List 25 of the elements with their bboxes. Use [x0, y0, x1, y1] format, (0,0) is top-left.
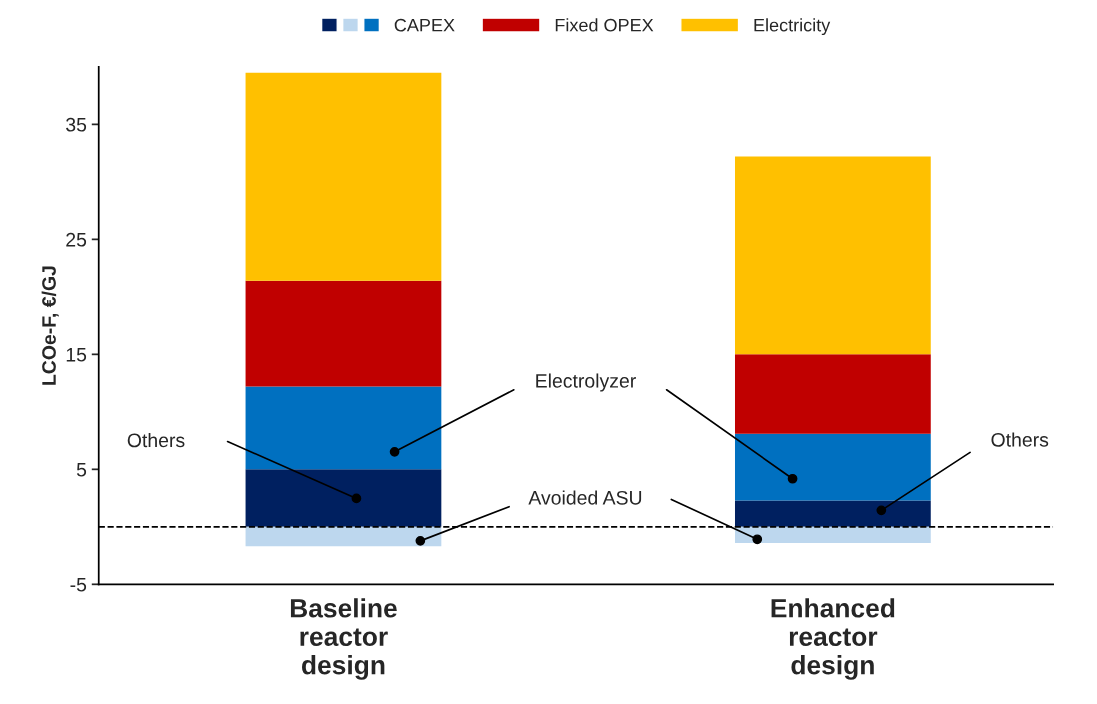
bar — [734, 526, 931, 543]
bar — [245, 280, 442, 387]
bar — [734, 354, 931, 434]
bar — [734, 433, 931, 501]
bar — [734, 156, 931, 355]
y-axis-title: LCOe-F, €/GJ — [41, 266, 59, 385]
annotation: Others — [991, 432, 1049, 447]
y-tick-label: 35 — [66, 117, 87, 132]
annotation: Avoided ASU — [528, 490, 642, 505]
bar — [245, 526, 442, 547]
y-tick-label: 25 — [66, 232, 87, 247]
annotation: Others — [127, 432, 185, 448]
legend-label: Fixed OPEX — [555, 18, 654, 32]
bar — [245, 386, 442, 470]
legend-label: Electricity — [754, 18, 831, 36]
y-tick-label: -5 — [70, 577, 87, 592]
y-tick-label: 15 — [66, 348, 87, 362]
x-tick-label: Baseline reactor design — [290, 598, 397, 680]
bar — [245, 469, 442, 527]
x-tick-label: Enhanced reactor design — [771, 598, 895, 680]
y-tick-label: 5 — [76, 463, 87, 477]
legend-label: CAPEX — [394, 18, 455, 32]
annotation: Electrolyzer — [536, 373, 636, 392]
bar — [245, 72, 442, 281]
bar — [734, 500, 931, 527]
